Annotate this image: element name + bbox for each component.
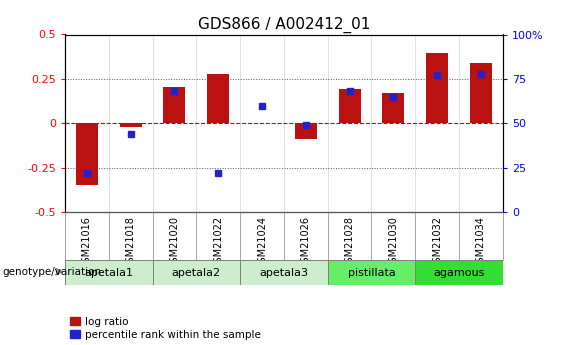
Text: apetala2: apetala2 xyxy=(172,268,221,277)
Text: GSM21034: GSM21034 xyxy=(476,216,486,269)
Text: genotype/variation: genotype/variation xyxy=(3,267,102,277)
Bar xyxy=(120,124,142,127)
Title: GDS866 / A002412_01: GDS866 / A002412_01 xyxy=(198,17,370,33)
Text: GSM21022: GSM21022 xyxy=(213,216,223,269)
Bar xyxy=(426,53,448,124)
Text: GSM21032: GSM21032 xyxy=(432,216,442,269)
Text: agamous: agamous xyxy=(433,268,485,277)
Text: apetala3: apetala3 xyxy=(259,268,308,277)
Text: apetala1: apetala1 xyxy=(84,268,133,277)
Text: pistillata: pistillata xyxy=(347,268,396,277)
Text: GSM21028: GSM21028 xyxy=(345,216,355,269)
Bar xyxy=(415,260,503,285)
Bar xyxy=(65,260,153,285)
Bar xyxy=(470,63,492,124)
Bar xyxy=(240,260,328,285)
Bar xyxy=(383,93,405,124)
Bar xyxy=(207,75,229,124)
Text: GSM21024: GSM21024 xyxy=(257,216,267,269)
Text: GSM21026: GSM21026 xyxy=(301,216,311,269)
Bar xyxy=(163,87,185,124)
Text: GSM21016: GSM21016 xyxy=(82,216,92,269)
Text: GSM21030: GSM21030 xyxy=(388,216,398,269)
Bar xyxy=(76,124,98,185)
Text: GSM21020: GSM21020 xyxy=(170,216,180,269)
Bar xyxy=(153,260,240,285)
Legend: log ratio, percentile rank within the sample: log ratio, percentile rank within the sa… xyxy=(70,317,260,340)
Bar xyxy=(338,89,360,124)
Bar xyxy=(295,124,317,139)
Text: GSM21018: GSM21018 xyxy=(125,216,136,269)
Bar xyxy=(328,260,415,285)
